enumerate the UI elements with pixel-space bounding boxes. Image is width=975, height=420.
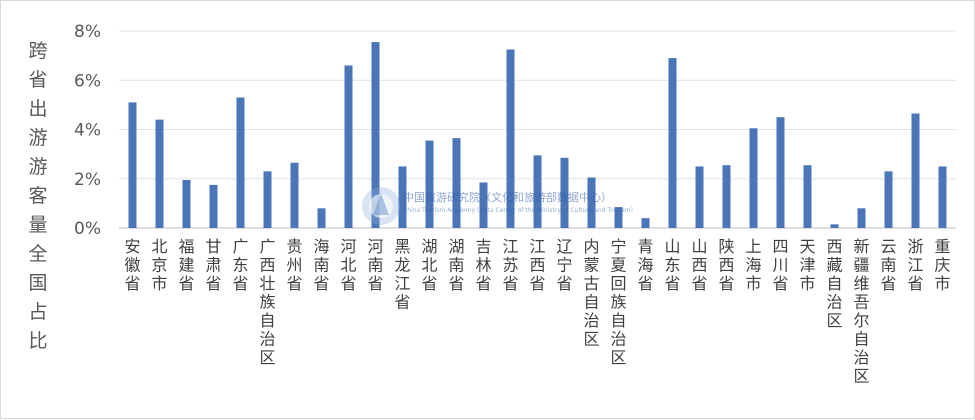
category-label: 北京市 [151, 237, 167, 293]
category-label: 广东省 [232, 237, 248, 293]
category-label: 湖南省 [448, 237, 464, 293]
category-label: 河南省 [367, 237, 383, 293]
bar [587, 177, 596, 228]
category-label: 黑龙江省 [394, 237, 410, 312]
category-label: 河北省 [340, 237, 356, 293]
bar [776, 117, 785, 228]
category-label: 新疆维吾尔自治区 [853, 237, 869, 386]
category-labels: 安徽省北京市福建省甘肃省广东省广西壮族自治区贵州省海南省河北省河南省黑龙江省湖北… [124, 237, 950, 386]
category-label: 辽宁省 [556, 237, 572, 293]
bar [533, 155, 542, 228]
category-label: 安徽省 [124, 237, 140, 293]
bar [236, 97, 245, 228]
y-axis-title: 跨省出游游客量全国占比 [28, 40, 47, 352]
bar [155, 119, 164, 228]
bar [857, 208, 866, 228]
y-tick-label: 0% [74, 219, 101, 239]
y-axis-label: 跨省出游游客量全国占比 [28, 40, 47, 352]
bar [614, 207, 623, 228]
bars [128, 42, 947, 229]
category-label: 重庆市 [934, 237, 950, 293]
category-label: 江西省 [529, 237, 545, 293]
gridlines [119, 30, 956, 229]
bar [398, 166, 407, 228]
category-label: 宁夏回族自治区 [610, 237, 626, 367]
bar [938, 166, 947, 228]
bar [641, 218, 650, 228]
bar [371, 42, 380, 228]
y-tick-label: 8% [74, 22, 101, 42]
y-tick-label: 2% [74, 170, 101, 190]
category-label: 内蒙古自治区 [583, 237, 599, 349]
watermark-logo-icon [362, 187, 400, 225]
y-tick-label: 6% [74, 71, 101, 91]
category-label: 江苏省 [502, 237, 518, 293]
watermark-line1: 中国旅游研究院（文化和旅游部数据中心） [403, 190, 612, 204]
y-tick-label: 4% [74, 121, 101, 141]
bar [452, 138, 461, 228]
category-label: 甘肃省 [205, 237, 221, 293]
category-label: 贵州省 [286, 237, 302, 293]
bar [830, 224, 839, 228]
bar [911, 113, 920, 228]
watermark: 中国旅游研究院（文化和旅游部数据中心） China Tourism Academ… [362, 187, 633, 225]
category-label: 天津市 [799, 237, 815, 293]
category-label: 湖北省 [421, 237, 437, 293]
category-label: 山西省 [691, 237, 707, 293]
bar [344, 65, 353, 228]
bar [560, 157, 569, 228]
y-tick-labels: 0% 2% 4% 6% 8% [74, 22, 101, 239]
bar [749, 128, 758, 228]
category-label: 山东省 [664, 237, 680, 293]
category-label: 陕西省 [718, 237, 734, 293]
bar [506, 49, 515, 228]
bar [263, 171, 272, 228]
bar [479, 182, 488, 228]
bar [668, 58, 677, 229]
category-label: 浙江省 [907, 237, 923, 293]
bar [182, 179, 191, 228]
bar [209, 184, 218, 228]
bar [317, 208, 326, 228]
watermark-line2: China Tourism Academy (Data Center of th… [403, 207, 633, 214]
category-label: 上海市 [745, 237, 761, 293]
bar [290, 162, 299, 228]
category-label: 广西壮族自治区 [259, 237, 275, 367]
category-label: 吉林省 [475, 237, 491, 293]
bar [722, 165, 731, 228]
bar [695, 166, 704, 228]
category-label: 青海省 [637, 237, 653, 293]
bar [803, 165, 812, 228]
category-label: 云南省 [880, 237, 896, 293]
category-label: 四川省 [772, 237, 788, 293]
bar [425, 140, 434, 228]
category-label: 海南省 [313, 237, 329, 293]
category-label: 福建省 [178, 237, 194, 293]
bar [128, 102, 137, 228]
bar [884, 171, 893, 228]
category-label: 西藏自治区 [826, 237, 842, 330]
